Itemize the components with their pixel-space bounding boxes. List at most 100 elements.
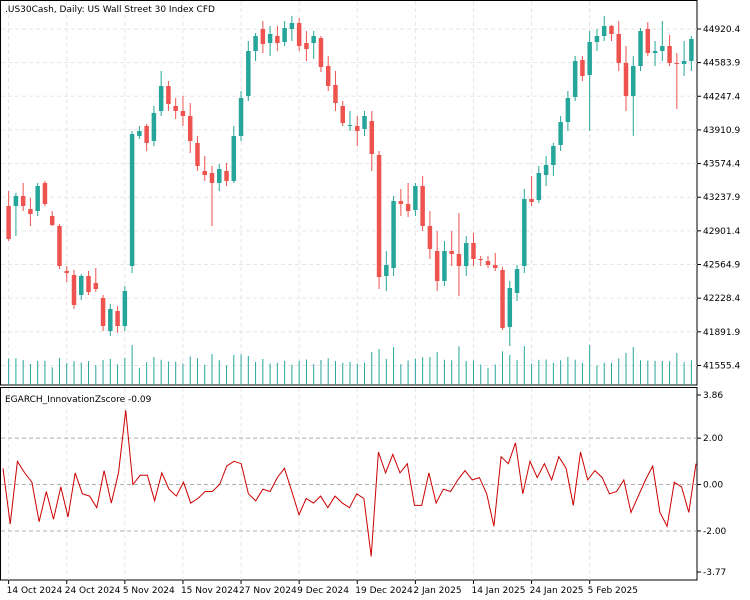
candle-body — [187, 116, 193, 141]
candle-body — [122, 291, 128, 326]
candle-body — [609, 26, 614, 34]
time-tick-label: 2 Jan 2025 — [413, 586, 461, 596]
candle-body — [355, 126, 360, 131]
candle-body — [231, 136, 237, 181]
candle-body — [144, 126, 149, 143]
time-tick-label: 14 Oct 2024 — [7, 586, 63, 596]
egarch-zscore-line — [2, 410, 697, 557]
candle-body — [369, 121, 375, 154]
candle-body — [282, 28, 287, 42]
candle-body — [529, 199, 534, 202]
candle-body — [463, 243, 469, 266]
price-panel-frame — [0, 0, 698, 386]
price-tick-label: 42564.9 — [703, 261, 740, 271]
candle-body — [275, 36, 280, 43]
candle-body — [485, 261, 491, 265]
candle-body — [645, 29, 651, 53]
price-tick-label: 41891.9 — [703, 328, 740, 338]
candle-body — [20, 196, 26, 206]
candle-body — [587, 42, 592, 75]
candle-body — [493, 265, 498, 268]
candle-body — [543, 165, 549, 175]
candle-body — [129, 134, 135, 266]
oscillator-panel-frame — [0, 387, 698, 581]
price-tick-label: 43237.9 — [703, 193, 740, 203]
candle-body — [507, 288, 513, 327]
candle-body — [681, 61, 687, 64]
candle-body — [427, 226, 433, 249]
candle-body — [217, 169, 222, 183]
price-tick-label: 42228.4 — [703, 294, 740, 304]
candle-body — [267, 34, 273, 43]
candle-body — [304, 43, 309, 49]
candle-body — [674, 63, 680, 64]
time-tick-label: 5 Nov 2024 — [123, 586, 175, 596]
candle-body — [13, 196, 19, 206]
osc-tick-label: 3.86 — [703, 391, 723, 401]
osc-tick-label: -2.00 — [703, 527, 727, 537]
price-tick-label: 42901.4 — [703, 227, 740, 237]
candle-body — [340, 106, 345, 123]
candle-body — [325, 66, 331, 86]
candle-body — [115, 311, 120, 326]
candle-body — [238, 98, 244, 136]
candle-body — [158, 86, 164, 111]
candle-body — [558, 122, 563, 145]
candle-body — [333, 85, 338, 103]
candle-body — [405, 204, 411, 211]
price-tick-label: 44920.4 — [703, 25, 740, 35]
candle-body — [289, 23, 295, 29]
candle-body — [514, 269, 520, 293]
candle-body — [456, 254, 462, 266]
candle-body — [57, 226, 62, 266]
candle-body — [42, 183, 48, 204]
candle-body — [623, 63, 629, 96]
candle-body — [166, 86, 171, 104]
candle-body — [631, 66, 636, 96]
price-chart-title: .US30Cash, Daily: US Wall Street 30 Inde… — [5, 5, 215, 15]
candle-body — [384, 265, 389, 276]
candle-body — [601, 26, 607, 36]
candle-body — [522, 199, 527, 266]
candle-body — [413, 186, 418, 210]
candle-body — [391, 201, 396, 268]
time-tick-label: 5 Feb 2025 — [588, 586, 638, 596]
candle-body — [35, 186, 40, 211]
candle-body — [195, 143, 200, 166]
candle-body — [209, 173, 215, 183]
candle-body — [137, 131, 142, 136]
candle-body — [93, 283, 99, 289]
candle-body — [536, 173, 542, 200]
candle-body — [224, 171, 229, 181]
candle-body — [6, 206, 11, 239]
osc-tick-label: 0.00 — [703, 481, 723, 491]
candle-body — [689, 39, 694, 61]
candle-body — [151, 113, 157, 141]
time-tick-label: 15 Nov 2024 — [181, 586, 239, 596]
candle-body — [638, 31, 643, 66]
time-axis: 14 Oct 2024 24 Oct 2024 5 Nov 2024 15 Nov 2… — [7, 580, 638, 596]
candle-body — [376, 155, 382, 277]
oscillator-title: EGARCH_InnovationZscore -0.09 — [5, 395, 152, 405]
candle-body — [434, 251, 440, 281]
candle-body — [79, 276, 84, 295]
candle-body — [420, 186, 425, 226]
candle-body — [246, 51, 251, 96]
candle-body — [500, 270, 505, 328]
candle-body — [660, 46, 665, 51]
candle-body — [667, 46, 672, 63]
candle-body — [478, 259, 483, 260]
candle-body — [108, 309, 113, 331]
candle-body — [86, 276, 91, 292]
candle-body — [398, 201, 404, 204]
candle-body — [318, 38, 324, 67]
candle-body — [347, 125, 353, 126]
candle-body — [260, 29, 266, 44]
osc-tick-label: -3.77 — [703, 568, 726, 578]
time-tick-label: 14 Jan 2025 — [471, 586, 525, 596]
candle-body — [572, 61, 578, 97]
candle-body — [100, 298, 106, 326]
candle-body — [253, 36, 258, 51]
candle-body — [551, 146, 556, 165]
